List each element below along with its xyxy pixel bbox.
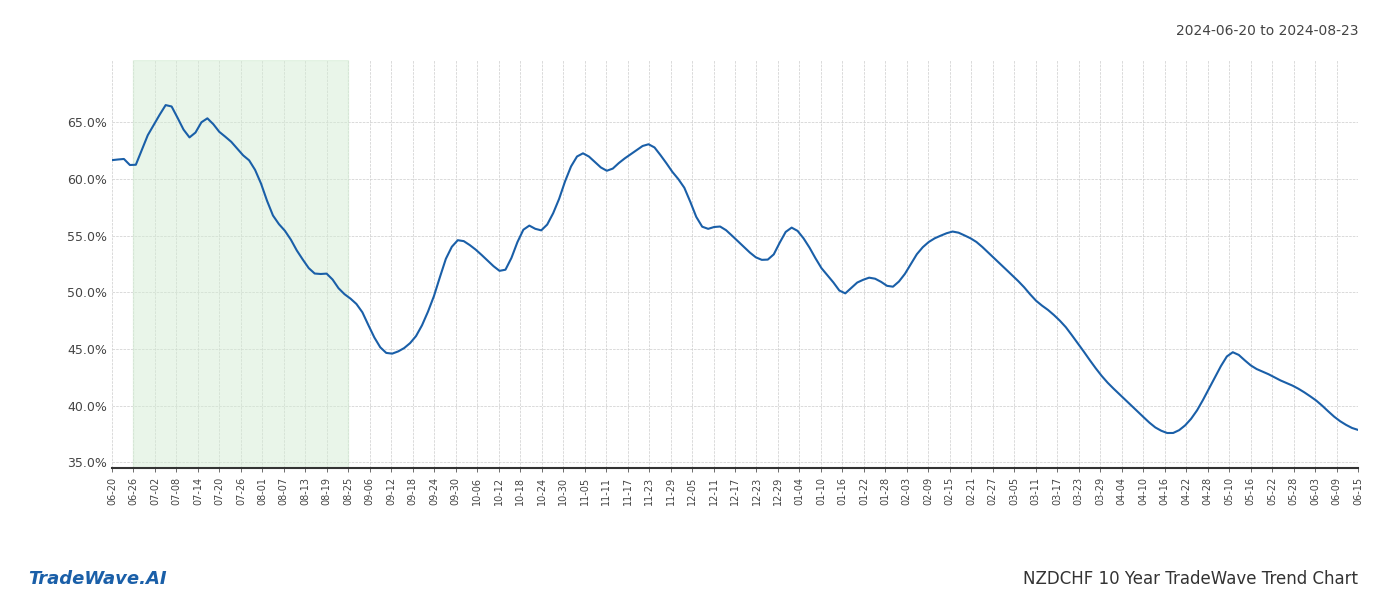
Text: 2024-06-20 to 2024-08-23: 2024-06-20 to 2024-08-23 [1176, 24, 1358, 38]
Bar [133, 60, 349, 468]
Text: NZDCHF 10 Year TradeWave Trend Chart: NZDCHF 10 Year TradeWave Trend Chart [1023, 570, 1358, 588]
Text: TradeWave.AI: TradeWave.AI [28, 570, 167, 588]
